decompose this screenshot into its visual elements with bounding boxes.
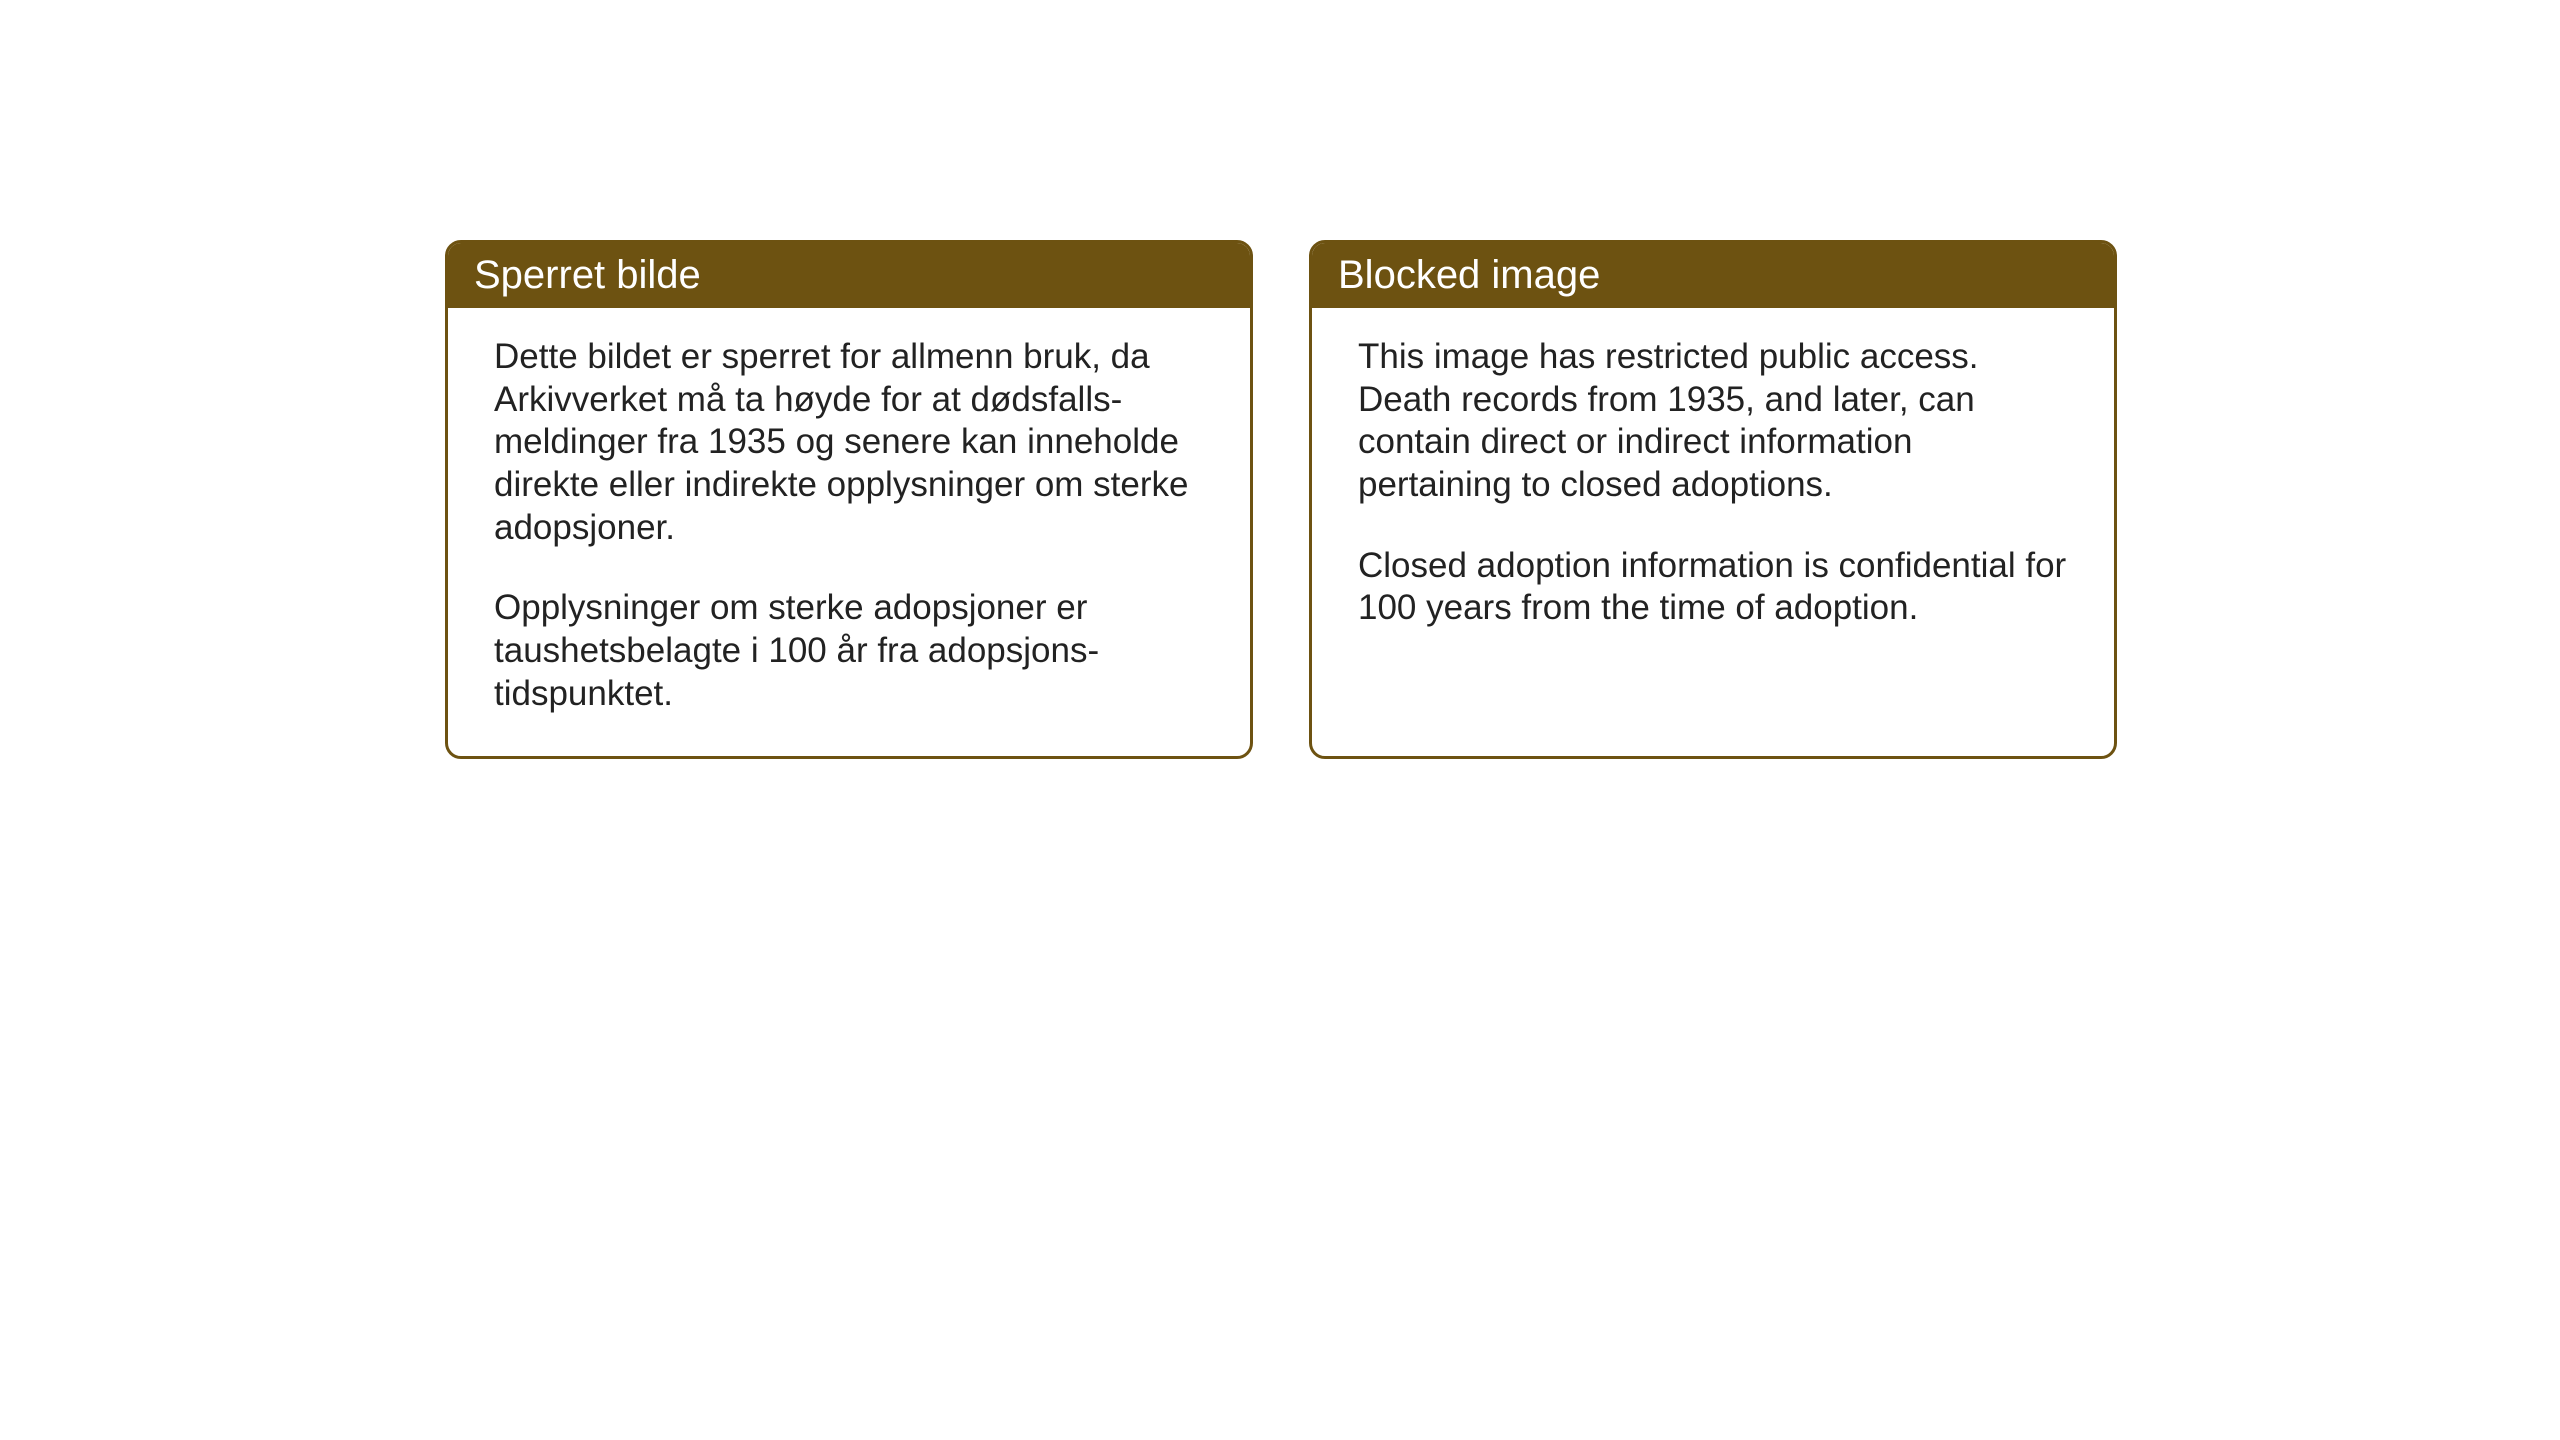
info-card-norwegian: Sperret bilde Dette bildet er sperret fo…	[445, 240, 1253, 759]
card-paragraph-2: Closed adoption information is confident…	[1358, 545, 2068, 630]
card-title: Sperret bilde	[474, 253, 701, 297]
card-body-norwegian: Dette bildet er sperret for allmenn bruk…	[448, 308, 1250, 756]
card-title: Blocked image	[1338, 253, 1600, 297]
card-paragraph-1: Dette bildet er sperret for allmenn bruk…	[494, 336, 1204, 549]
card-header-norwegian: Sperret bilde	[448, 243, 1250, 308]
info-cards-container: Sperret bilde Dette bildet er sperret fo…	[445, 240, 2117, 759]
card-header-english: Blocked image	[1312, 243, 2114, 308]
card-paragraph-1: This image has restricted public access.…	[1358, 336, 2068, 507]
card-paragraph-2: Opplysninger om sterke adopsjoner er tau…	[494, 587, 1204, 715]
card-body-english: This image has restricted public access.…	[1312, 308, 2114, 726]
info-card-english: Blocked image This image has restricted …	[1309, 240, 2117, 759]
